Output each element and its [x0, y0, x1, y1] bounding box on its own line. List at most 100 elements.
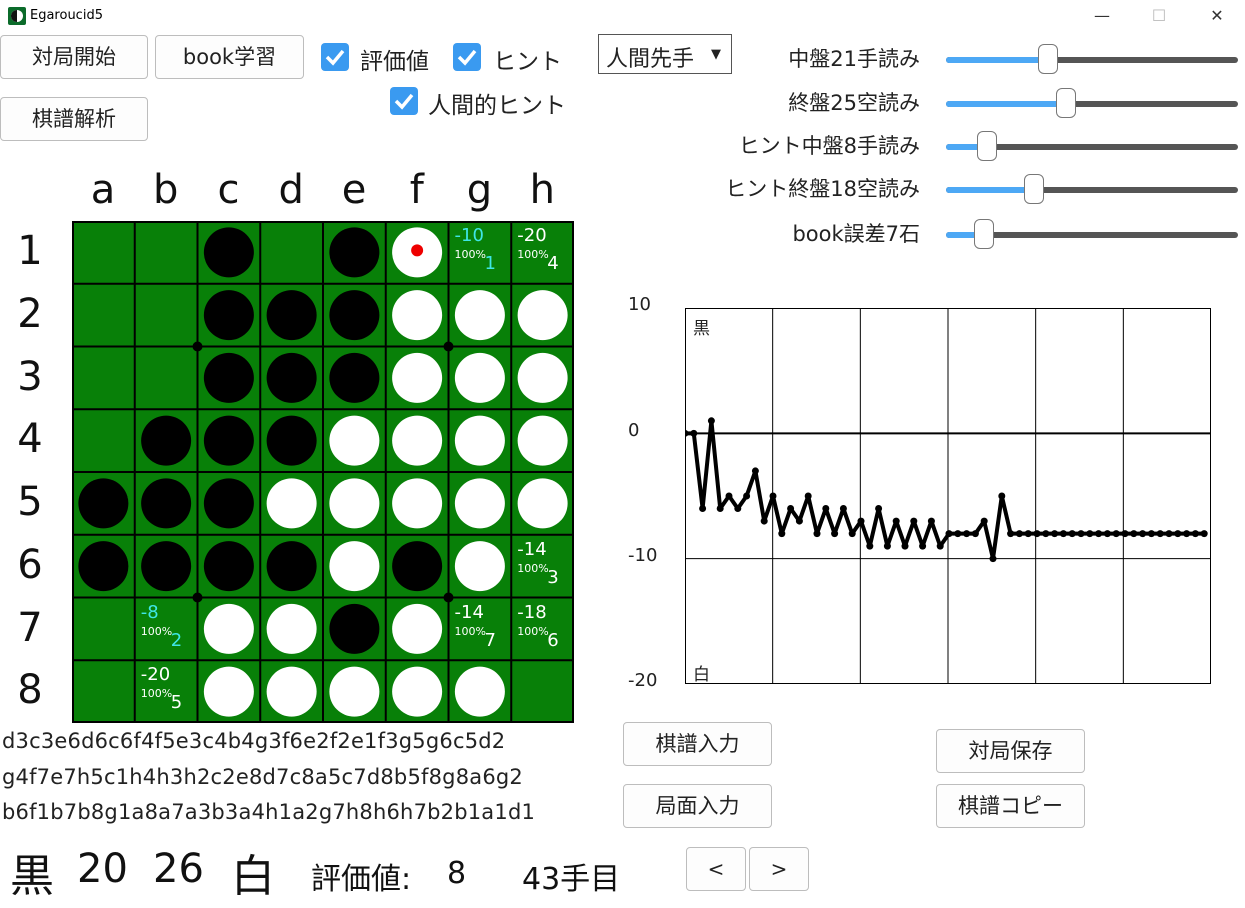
row-label: 4	[17, 416, 43, 463]
eval-point	[690, 429, 698, 437]
white-disc	[329, 478, 380, 529]
eval-point	[989, 555, 997, 563]
board-cell[interactable]	[73, 599, 134, 660]
show-hint-checkbox[interactable]	[453, 43, 481, 71]
hint-cell[interactable]: -18 100% 6	[515, 602, 570, 657]
white-disc	[454, 290, 505, 341]
slider-thumb[interactable]	[973, 219, 994, 249]
next-move-button[interactable]: >	[749, 847, 809, 891]
show-eval-checkbox[interactable]	[321, 43, 349, 71]
slider-thumb[interactable]	[1038, 44, 1059, 74]
slider-track[interactable]	[946, 219, 1238, 249]
slider-track[interactable]	[946, 174, 1238, 204]
eval-point	[892, 517, 900, 525]
hint-cell[interactable]: -20 100% 4	[515, 225, 570, 280]
dropdown-arrow-icon: ▼	[711, 47, 721, 62]
row-label: 5	[17, 479, 43, 525]
board-cell[interactable]	[136, 222, 197, 283]
black-disc	[78, 541, 129, 592]
eval-point	[919, 542, 927, 550]
white-disc	[203, 603, 254, 654]
hint-value: -18	[517, 601, 547, 623]
white-disc	[266, 666, 317, 717]
slider-track[interactable]	[946, 44, 1238, 74]
black-disc	[203, 352, 254, 403]
eval-point	[1147, 530, 1155, 538]
eval-point	[963, 530, 971, 538]
hint-percent: 100%	[517, 624, 549, 638]
slider-track[interactable]	[946, 131, 1238, 161]
eval-point	[945, 530, 953, 538]
eval-point	[822, 505, 830, 513]
hint-percent: 100%	[454, 624, 486, 638]
white-disc	[329, 415, 380, 466]
human-hint-checkbox[interactable]	[390, 87, 418, 115]
hint-value: -8	[140, 601, 159, 623]
hint-percent: 100%	[140, 624, 173, 638]
save-game-button[interactable]: 対局保存	[936, 729, 1085, 773]
white-disc	[329, 666, 380, 717]
eval-point	[1174, 530, 1182, 538]
board-cell[interactable]	[136, 348, 197, 409]
hint-cell[interactable]: -8 100% 2	[139, 602, 194, 657]
eval-point	[875, 505, 883, 513]
slider-track[interactable]	[946, 88, 1238, 118]
first-player-select[interactable]: 人間先手 ▼	[598, 34, 732, 74]
board-cell[interactable]	[136, 285, 197, 346]
close-button[interactable]: ✕	[1210, 6, 1224, 25]
star-point	[443, 341, 454, 352]
eval-point	[1165, 530, 1173, 538]
slider-label: ヒント終盤18空読み	[725, 177, 920, 201]
black-disc	[329, 227, 380, 278]
minimize-button[interactable]: —	[1094, 6, 1110, 25]
prev-move-button[interactable]: <	[686, 847, 746, 891]
hint-cell[interactable]: -20 100% 5	[139, 664, 194, 719]
hint-rank: 7	[484, 629, 496, 651]
book-learn-button[interactable]: book学習	[155, 35, 304, 79]
star-point	[192, 592, 203, 603]
eval-point	[1051, 530, 1059, 538]
board-cell[interactable]	[73, 285, 134, 346]
hint-percent: 100%	[454, 248, 486, 261]
app-icon	[8, 7, 26, 25]
input-board-button[interactable]: 局面入力	[623, 784, 772, 828]
eval-point	[795, 517, 803, 525]
slider-thumb[interactable]	[976, 131, 997, 161]
black-disc	[203, 541, 254, 592]
analyze-record-button[interactable]: 棋譜解析	[0, 97, 148, 141]
black-disc	[392, 541, 443, 592]
column-label: c	[217, 167, 240, 213]
eval-point	[910, 517, 918, 525]
hint-value: -20	[140, 664, 171, 686]
board-cell[interactable]	[73, 348, 134, 409]
slider-label: book誤差7石	[792, 222, 920, 246]
eval-label: 評価値:	[311, 862, 412, 897]
black-disc	[329, 603, 380, 654]
maximize-button[interactable]: ☐	[1151, 6, 1167, 25]
check-icon	[394, 93, 414, 110]
slider-label: 中盤21手読み	[788, 47, 920, 71]
board-cell[interactable]	[73, 410, 134, 471]
board-cell[interactable]	[261, 222, 322, 283]
slider-thumb[interactable]	[1023, 174, 1044, 204]
eval-point	[1024, 530, 1032, 538]
hint-rank: 5	[170, 692, 183, 714]
copy-record-button[interactable]: 棋譜コピー	[936, 784, 1085, 828]
board-cell[interactable]	[73, 222, 134, 283]
hint-cell[interactable]: -14 100% 7	[453, 602, 508, 657]
start-game-button[interactable]: 対局開始	[0, 35, 148, 79]
slider-label: ヒント中盤8手読み	[738, 134, 920, 158]
board-cell[interactable]	[512, 661, 573, 722]
input-record-button[interactable]: 棋譜入力	[623, 722, 772, 766]
board-cell[interactable]	[73, 661, 134, 722]
hint-cell[interactable]: -14 100% 3	[515, 539, 570, 594]
slider-thumb[interactable]	[1055, 88, 1076, 118]
othello-board[interactable]: -10 100% 1 -20 100% 4 -14 100% 3 -8 100% 2 -14 100% 7-…	[72, 221, 574, 723]
eval-graph: 黒 白	[681, 308, 1211, 685]
eval-point	[839, 505, 847, 513]
hint-cell[interactable]: -10 100% 1	[453, 225, 508, 280]
graph-y-label-mid: -10	[628, 545, 658, 566]
eval-point	[725, 492, 733, 500]
first-player-value: 人間先手	[606, 47, 695, 72]
black-disc	[266, 352, 317, 403]
